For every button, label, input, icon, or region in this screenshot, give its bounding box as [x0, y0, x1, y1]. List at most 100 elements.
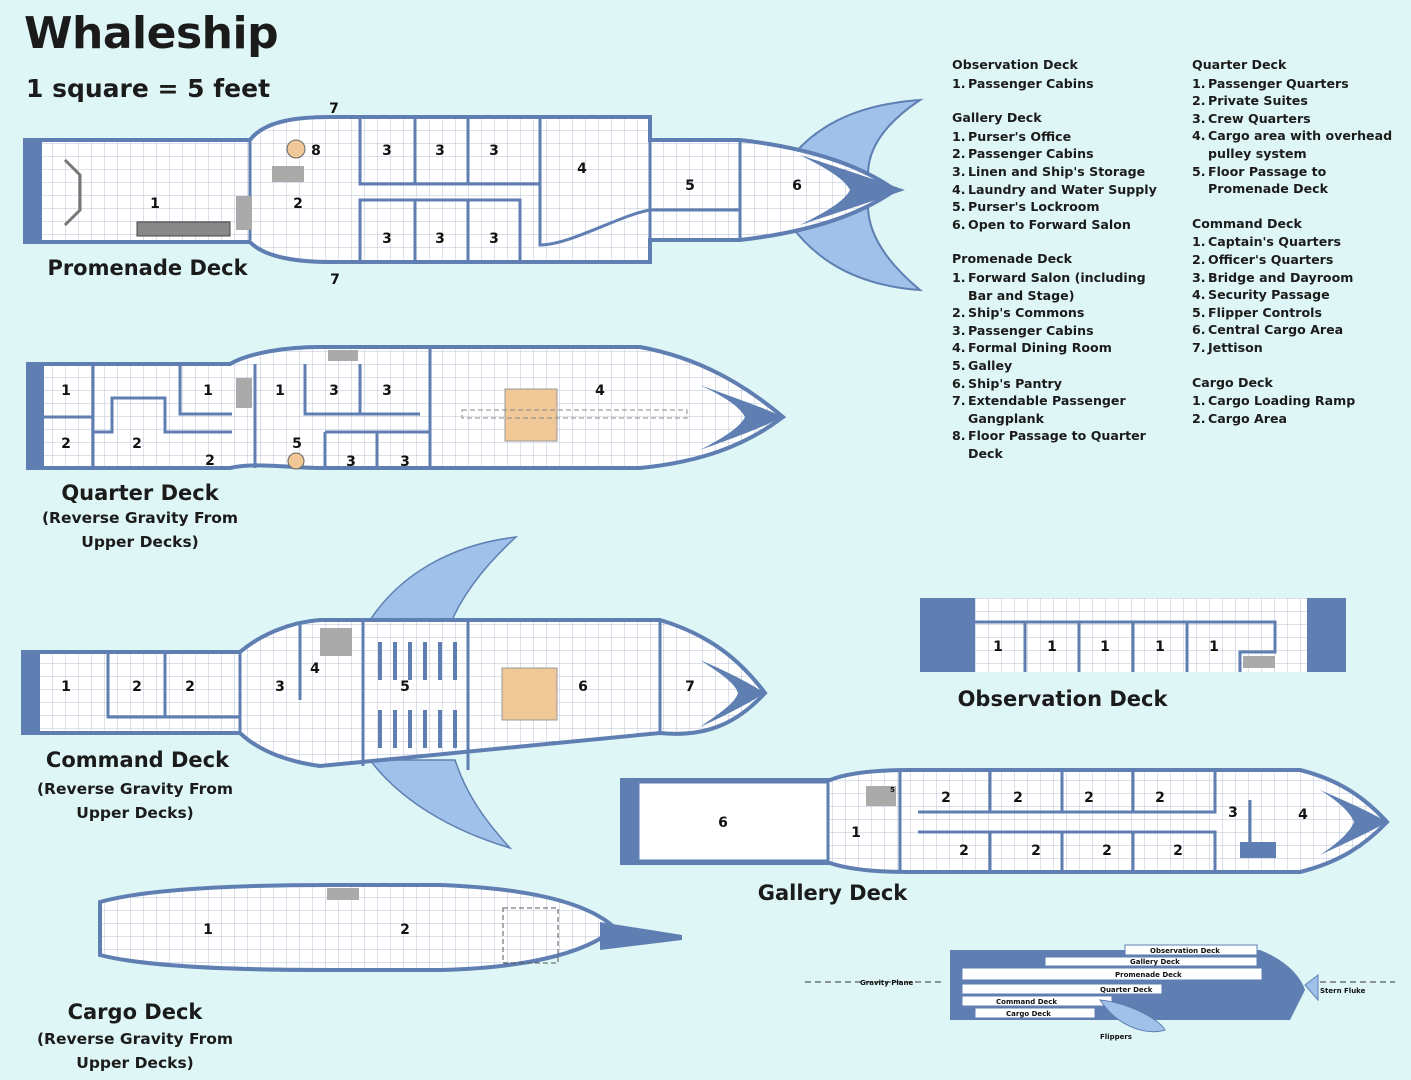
stern-fluke-label: Stern Fluke: [1320, 987, 1366, 995]
map-title: Whaleship: [24, 8, 279, 59]
legend-item: 4. Laundry and Water Supply: [952, 181, 1157, 197]
command-deck-subtitle: (Reverse Gravity From Upper Decks): [36, 780, 234, 822]
legend-item: 3. Linen and Ship's Storage: [952, 163, 1146, 179]
legend-item: 5. Galley: [952, 357, 1013, 373]
room-label: 1: [1100, 639, 1110, 655]
side-view-label: Cargo Deck: [1006, 1010, 1051, 1018]
room-label: 1: [203, 383, 213, 399]
side-view-diagram: Observation Deck Gallery Deck Promenade …: [805, 944, 1395, 1041]
room-label: 1: [993, 639, 1003, 655]
legend-item: 7. Jettison: [1192, 339, 1263, 355]
room-label: 4: [577, 161, 587, 177]
legend-item: 3. Bridge and Dayroom: [1192, 269, 1354, 285]
room-label: 3: [435, 143, 445, 159]
room-label: 1: [1047, 639, 1057, 655]
command-deck-label: Command Deck: [45, 748, 230, 772]
room-label: 2: [1031, 843, 1041, 859]
room-label: 6: [578, 679, 588, 695]
legend-item: 2. Private Suites: [1192, 93, 1308, 109]
legend-heading: Cargo Deck: [1192, 374, 1273, 390]
gallery-deck-plan: 6 1 5 2 2 2 2 2 2 2 2 3 4: [620, 768, 1390, 874]
legend-item: 8. Floor Passage to Quarter Deck: [952, 428, 1146, 461]
room-label: 2: [1173, 843, 1183, 859]
room-label: 4: [310, 661, 320, 677]
legend-item: 7. Extendable Passenger Gangplank: [952, 393, 1126, 426]
cargo-deck-plan: 1 2: [98, 883, 682, 972]
room-label: 3: [382, 231, 392, 247]
room-label: 6: [792, 178, 802, 194]
room-label: 3: [489, 231, 499, 247]
legend-item: 1. Passenger Cabins: [952, 75, 1094, 91]
room-label: 2: [132, 679, 142, 695]
legend-item: 6. Ship's Pantry: [952, 375, 1062, 391]
room-label: 7: [685, 679, 695, 695]
legend-item: 2. Ship's Commons: [952, 305, 1085, 321]
side-view-label: Command Deck: [996, 998, 1057, 1006]
scale-note: 1 square = 5 feet: [26, 74, 271, 103]
room-label: 2: [185, 679, 195, 695]
room-label: 3: [489, 143, 499, 159]
legend-item: 3. Passenger Cabins: [952, 322, 1094, 338]
room-label: 1: [1209, 639, 1219, 655]
side-view-label: Quarter Deck: [1100, 986, 1153, 994]
room-label: 3: [1228, 805, 1238, 821]
room-label: 2: [959, 843, 969, 859]
cargo-tail: [600, 922, 682, 950]
quarter-deck-subtitle: (Reverse Gravity From Upper Decks): [41, 509, 239, 551]
legend-item: 2. Passenger Cabins: [952, 146, 1094, 162]
room-label: 2: [1013, 790, 1023, 806]
legend-heading: Observation Deck: [952, 57, 1078, 72]
upper-flipper: [368, 535, 519, 626]
side-view-label: Observation Deck: [1150, 947, 1220, 955]
legend-item: 5. Purser's Lockroom: [952, 199, 1100, 215]
room-label: 2: [1102, 843, 1112, 859]
legend-column-left: Observation Deck 1. Passenger Cabins Gall…: [952, 56, 1172, 479]
room-label: 1: [61, 383, 71, 399]
room-label: 3: [275, 679, 285, 695]
legend-item: 1. Captain's Quarters: [1192, 234, 1341, 250]
legend-item: 5. Flipper Controls: [1192, 304, 1322, 320]
cargo-deck-label: Cargo Deck: [67, 1000, 203, 1024]
legend-item: 1. Cargo Loading Ramp: [1192, 393, 1356, 409]
legend-heading: Gallery Deck: [952, 110, 1042, 126]
legend-heading: Quarter Deck: [1192, 57, 1287, 72]
observation-deck-label: Observation Deck: [957, 687, 1168, 711]
legend-item: 6. Open to Forward Salon: [952, 216, 1131, 232]
room-label: 2: [1084, 790, 1094, 806]
room-label: 7: [329, 101, 339, 117]
room-label: 3: [382, 143, 392, 159]
cargo-deck-subtitle: (Reverse Gravity From Upper Decks): [36, 1030, 234, 1072]
room-label: 3: [346, 454, 356, 470]
stern-plate: [25, 142, 42, 240]
legend-heading: Command Deck: [1192, 215, 1302, 231]
lower-flipper: [368, 759, 513, 850]
room-label: 8: [311, 143, 321, 159]
gravity-plane-label: Gravity Plane: [860, 979, 913, 987]
room-label: 1: [150, 196, 160, 212]
room-label: 2: [1155, 790, 1165, 806]
room-label: 4: [595, 383, 605, 399]
room-label: 2: [293, 196, 303, 212]
legend-item: 5. Floor Passage to Promenade Deck: [1192, 163, 1328, 197]
legend-item: 3. Crew Quarters: [1192, 110, 1311, 126]
promenade-deck-plan: 1 2 3 3 3 3 3 3 4 5 6 7 7 8: [23, 98, 924, 292]
legend-item: 4. Security Passage: [1192, 287, 1330, 303]
room-label: 3: [329, 383, 339, 399]
side-view-label: Promenade Deck: [1115, 971, 1182, 979]
command-hull: [21, 618, 768, 769]
side-view-label: Gallery Deck: [1130, 958, 1180, 966]
gallery-deck-label: Gallery Deck: [757, 881, 908, 905]
floor-passage-hatch: [286, 139, 306, 159]
legend-heading: Promenade Deck: [952, 251, 1072, 267]
promenade-deck-label: Promenade Deck: [47, 256, 248, 280]
legend-item: 6. Central Cargo Area: [1192, 322, 1344, 338]
room-label: 5: [292, 436, 302, 452]
legend-column-right: Quarter Deck 1. Passenger Quarters 2. Priv…: [1192, 56, 1404, 444]
legend-item: 1. Forward Salon (including Bar and Stage…: [952, 269, 1146, 303]
room-label: 7: [330, 272, 340, 288]
room-label: 1: [275, 383, 285, 399]
observation-deck-plan: 1 1 1 1 1: [920, 598, 1346, 672]
room-label: 3: [400, 454, 410, 470]
legend-item: 1. Passenger Quarters: [1192, 75, 1349, 91]
